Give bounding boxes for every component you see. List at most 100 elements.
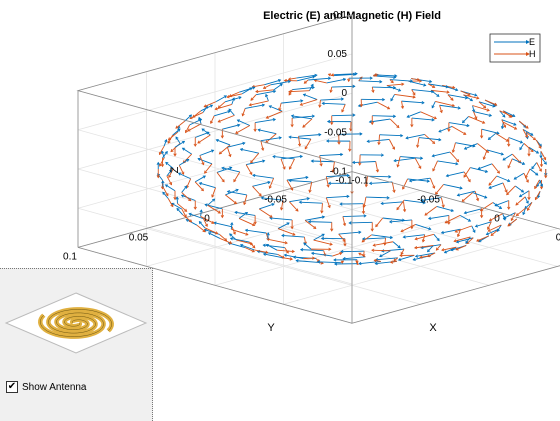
e-field-arrow <box>299 201 322 204</box>
e-field-arrow <box>359 80 382 83</box>
h-field-arrow <box>358 155 361 165</box>
h-field-arrow <box>422 235 425 242</box>
e-field-arrow <box>372 86 395 89</box>
h-field-arrow <box>319 100 322 107</box>
h-field-arrow <box>403 202 406 212</box>
e-field-arrow <box>412 118 434 121</box>
e-field-arrow <box>281 100 303 103</box>
e-field-arrow <box>406 134 425 139</box>
e-field-arrow <box>320 153 343 156</box>
h-field-arrow <box>371 222 374 231</box>
h-field-arrow <box>251 153 259 163</box>
z-tick-label: -0.05 <box>324 127 347 138</box>
h-field-arrow <box>304 80 308 83</box>
e-field-arrow <box>326 195 349 198</box>
e-field-arrow <box>393 242 400 248</box>
e-field-arrow <box>343 215 366 218</box>
h-field-arrow <box>332 74 335 77</box>
h-field-arrow <box>397 157 400 167</box>
h-field-arrow <box>411 118 414 127</box>
h-field-arrow <box>402 179 407 189</box>
e-field-arrow <box>530 169 538 175</box>
y-tick-label: 0.05 <box>129 232 149 243</box>
e-field-arrow <box>367 139 389 142</box>
e-field-arrow <box>265 94 268 100</box>
h-field-arrow <box>389 139 394 149</box>
h-field-arrow <box>411 78 419 81</box>
h-field-arrow <box>537 163 542 172</box>
e-field-arrow <box>464 209 481 214</box>
e-field-arrow <box>529 147 538 153</box>
x-tick-label: -0.05 <box>417 195 440 206</box>
e-field-arrow <box>214 110 230 115</box>
e-field-arrow <box>198 158 212 164</box>
h-field-arrow <box>205 228 218 234</box>
e-field-arrow <box>200 150 214 156</box>
h-field-arrow <box>251 95 256 101</box>
e-field-arrow <box>437 206 454 211</box>
x-axis-label: X <box>429 322 437 334</box>
h-field-arrow <box>397 200 404 210</box>
h-field-arrow <box>452 126 466 134</box>
e-field-arrow <box>176 137 180 143</box>
h-field-arrow <box>254 215 257 224</box>
y-tick-label: -0.05 <box>264 195 287 206</box>
h-field-arrow <box>363 197 366 207</box>
check-icon: ✔ <box>8 382 16 392</box>
e-field-arrow <box>432 152 450 157</box>
e-field-arrow <box>164 140 167 146</box>
h-field-arrow <box>450 152 459 162</box>
h-field-arrow <box>218 115 234 122</box>
h-field-arrow <box>415 158 421 168</box>
h-field-arrow <box>343 217 346 226</box>
h-field-arrow <box>254 123 257 132</box>
h-field-arrow <box>320 156 323 166</box>
e-field-arrow <box>292 86 314 89</box>
e-field-arrow <box>457 191 475 196</box>
e-field-arrow <box>195 132 209 138</box>
h-field-arrow <box>524 143 533 151</box>
show-antenna-checkbox[interactable]: ✔ <box>6 381 18 393</box>
h-field-arrow <box>503 183 507 192</box>
e-field-arrow <box>287 176 308 180</box>
e-field-arrow <box>216 139 230 145</box>
e-field-arrow <box>176 197 179 203</box>
h-field-arrow <box>249 101 268 106</box>
e-field-arrow <box>474 112 492 117</box>
h-field-arrow <box>401 249 404 254</box>
h-field-arrow <box>289 159 294 169</box>
e-field-arrow <box>157 163 160 169</box>
h-field-arrow <box>376 218 383 227</box>
h-field-arrow <box>359 77 362 81</box>
h-field-arrow <box>210 116 214 124</box>
h-field-arrow <box>536 140 541 148</box>
e-field-arrow <box>258 129 276 134</box>
h-field-arrow <box>330 116 333 125</box>
e-field-arrow <box>391 94 395 100</box>
e-field-arrow <box>341 250 364 253</box>
h-field-arrow <box>430 178 435 188</box>
h-field-arrow <box>395 94 416 98</box>
h-field-arrow <box>441 198 444 208</box>
y-tick-label: 0 <box>204 214 210 225</box>
e-field-arrow <box>311 160 334 163</box>
h-field-arrow <box>387 83 404 86</box>
e-field-arrow <box>478 164 492 170</box>
h-field-arrow <box>268 239 287 244</box>
e-field-arrow <box>372 115 395 118</box>
h-field-arrow <box>425 206 437 215</box>
e-field-arrow <box>402 101 424 104</box>
h-field-arrow <box>372 87 375 92</box>
h-field-arrow <box>507 137 510 146</box>
h-field-arrow <box>283 258 293 261</box>
e-field-arrow <box>270 217 292 220</box>
e-field-arrow <box>473 193 487 199</box>
e-field-arrow <box>349 222 372 225</box>
z-axis-label: Z <box>169 166 181 173</box>
e-field-arrow <box>503 154 512 160</box>
h-field-arrow <box>221 209 224 218</box>
legend[interactable]: E H <box>490 34 540 62</box>
show-antenna-row[interactable]: ✔ Show Antenna <box>6 381 87 393</box>
h-field-arrow <box>348 78 351 81</box>
h-field-arrow <box>475 191 479 200</box>
